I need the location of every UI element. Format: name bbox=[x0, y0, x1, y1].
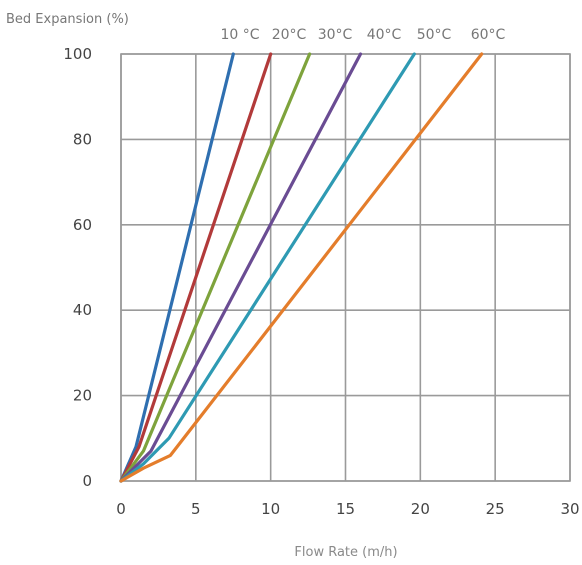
x-tick-label-5: 5 bbox=[191, 500, 201, 518]
x-tick-label-0: 0 bbox=[116, 500, 126, 518]
series-line-5 bbox=[119, 52, 416, 483]
y-tick-label-0: 0 bbox=[82, 472, 92, 490]
plot-frame bbox=[120, 53, 571, 482]
x-axis-label: Flow Rate (m/h) bbox=[294, 545, 397, 560]
x-tick-label-20: 20 bbox=[411, 500, 430, 518]
series-label-2: 20°C bbox=[272, 27, 307, 43]
y-tick-label-20: 20 bbox=[73, 387, 92, 405]
series-line-1 bbox=[119, 52, 235, 483]
x-tick-label-25: 25 bbox=[486, 500, 505, 518]
series-lines bbox=[119, 52, 484, 483]
x-tick-label-15: 15 bbox=[336, 500, 355, 518]
gridlines bbox=[120, 53, 571, 482]
series-line-6 bbox=[119, 52, 484, 483]
x-tick-label-10: 10 bbox=[261, 500, 280, 518]
y-tick-label-40: 40 bbox=[73, 301, 92, 319]
series-label-6: 60°C bbox=[471, 27, 506, 43]
tick-labels: 0 5 10 15 20 25 30 0 20 40 60 80 100 bbox=[63, 45, 579, 518]
y-tick-label-80: 80 bbox=[73, 130, 92, 148]
y-tick-label-60: 60 bbox=[73, 216, 92, 234]
series-label-4: 40°C bbox=[367, 27, 402, 43]
x-tick-label-30: 30 bbox=[560, 500, 579, 518]
series-labels: 10 °C 20°C 30°C 40°C 50°C 60°C bbox=[220, 27, 505, 43]
series-label-5: 50°C bbox=[417, 27, 452, 43]
y-tick-label-100: 100 bbox=[63, 45, 92, 63]
series-label-3: 30°C bbox=[318, 27, 353, 43]
series-line-2 bbox=[119, 52, 273, 483]
series-line-4 bbox=[119, 52, 363, 483]
series-label-1: 10 °C bbox=[220, 27, 259, 43]
series-line-3 bbox=[119, 52, 312, 483]
y-axis-label: Bed Expansion (%) bbox=[6, 12, 129, 27]
